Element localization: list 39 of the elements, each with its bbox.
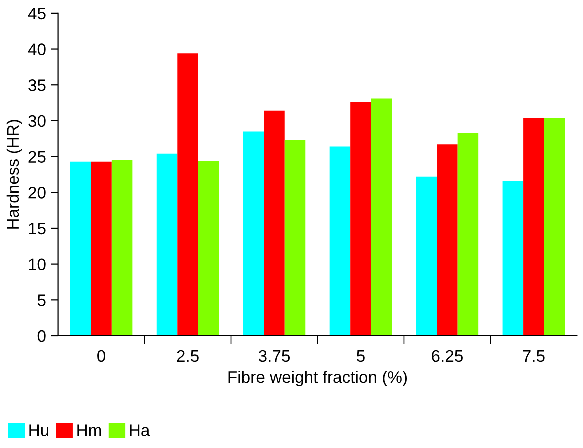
bar bbox=[544, 118, 566, 336]
x-tick-label: 2.5 bbox=[177, 350, 199, 362]
bar bbox=[91, 162, 112, 336]
y-axis-title: Hardness (HR) bbox=[6, 120, 22, 229]
x-tick-label: 0 bbox=[98, 350, 106, 362]
y-tick-label: 30 bbox=[28, 115, 46, 128]
legend-label: Hu bbox=[30, 424, 49, 436]
y-tick-label: 5 bbox=[38, 294, 46, 306]
bar bbox=[350, 102, 372, 336]
bar bbox=[458, 133, 479, 336]
bar bbox=[437, 144, 458, 336]
bar bbox=[112, 160, 133, 336]
legend-label: Hm bbox=[78, 424, 102, 436]
bar bbox=[198, 161, 220, 336]
y-tick-label: 15 bbox=[29, 223, 46, 235]
x-tick-label: 7.5 bbox=[523, 350, 545, 362]
bar bbox=[178, 54, 198, 336]
x-tick-label: 3.75 bbox=[258, 350, 290, 362]
x-axis-title: Fibre weight fraction (%) bbox=[228, 370, 408, 387]
x-tick-label: 6.25 bbox=[432, 350, 463, 362]
bar bbox=[243, 132, 264, 336]
y-tick-label: 0 bbox=[38, 330, 46, 342]
bar bbox=[330, 146, 351, 336]
y-tick-label: 10 bbox=[29, 258, 46, 271]
bar bbox=[524, 118, 544, 336]
bar bbox=[264, 110, 285, 336]
y-tick-label: 45 bbox=[28, 8, 46, 20]
legend-label: Ha bbox=[130, 424, 150, 436]
y-tick-label: 25 bbox=[28, 151, 46, 164]
bar bbox=[416, 176, 438, 336]
bar bbox=[156, 154, 178, 336]
y-tick-label: 20 bbox=[28, 187, 46, 199]
bar bbox=[284, 140, 306, 336]
y-tick-label: 40 bbox=[28, 44, 46, 56]
bar bbox=[371, 98, 392, 336]
x-tick-label: 5 bbox=[357, 350, 365, 362]
bar bbox=[70, 162, 92, 336]
bar bbox=[502, 181, 524, 336]
y-tick-label: 35 bbox=[28, 80, 46, 92]
